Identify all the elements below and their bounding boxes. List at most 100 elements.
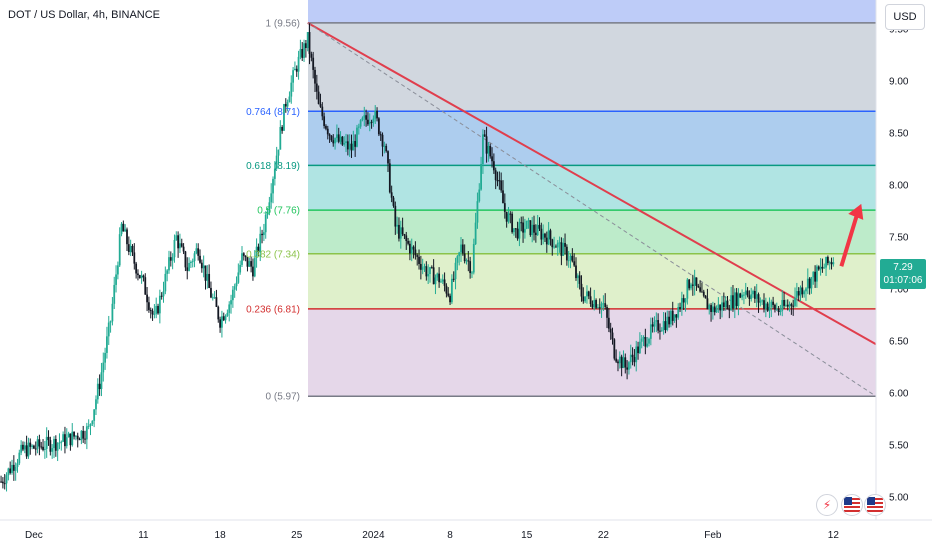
candle-body: [109, 321, 112, 323]
candle-body: [306, 32, 309, 49]
candles: [0, 23, 835, 492]
candle-body: [810, 277, 813, 289]
candle-body: [474, 222, 477, 245]
candle-body: [292, 70, 294, 83]
candle-body: [323, 116, 326, 126]
candle-body: [25, 445, 28, 457]
candle-body: [36, 439, 39, 449]
candle-body: [666, 316, 669, 330]
candle-body: [33, 445, 35, 449]
fib-level-label: 0.382 (7.34): [246, 249, 300, 260]
candle-body: [606, 307, 608, 318]
candle-body: [671, 310, 674, 321]
candle-body: [527, 220, 530, 222]
fib-level-label: 1 (9.56): [266, 18, 300, 29]
candle-body: [478, 189, 481, 202]
candle-body: [812, 271, 815, 278]
candle-body: [89, 424, 92, 426]
candle-body: [706, 298, 709, 310]
candle-body: [51, 448, 54, 452]
candle-body: [376, 110, 378, 119]
candle-body: [690, 284, 692, 289]
candle-body: [257, 246, 260, 253]
candle-body: [155, 305, 158, 314]
candle-body: [660, 330, 663, 332]
time-axis[interactable]: Dec 11 18 25 2024 8 15 22 Feb 12: [0, 519, 932, 541]
candle-body: [337, 134, 340, 142]
candle-body: [9, 468, 12, 473]
candle-body: [826, 256, 829, 264]
candle-body: [23, 445, 26, 450]
candle-body: [180, 243, 183, 247]
candle-body: [53, 439, 55, 449]
candle-body: [823, 267, 826, 269]
candle-body: [388, 163, 391, 193]
symbol-title[interactable]: DOT / US Dollar, 4h, BINANCE: [8, 9, 161, 21]
candle-body: [427, 274, 430, 277]
currency-button[interactable]: USD: [885, 4, 925, 30]
target-arrow[interactable]: [839, 213, 860, 267]
candle-body: [629, 354, 632, 363]
candle-body: [325, 125, 327, 129]
dashed-diagonal[interactable]: [307, 22, 877, 397]
candle-body: [591, 303, 594, 308]
candle-body: [624, 357, 627, 368]
candle-body: [620, 356, 623, 369]
candle-body: [283, 104, 285, 131]
candle-body: [279, 126, 282, 150]
candle-body: [82, 430, 85, 439]
candle-body: [418, 256, 420, 264]
candle-body: [586, 291, 588, 297]
candle-body: [410, 246, 413, 254]
candle-body: [514, 228, 517, 230]
candle-body: [633, 357, 636, 363]
candle-body: [361, 117, 364, 121]
candle-body: [0, 481, 2, 483]
candle-body: [525, 220, 528, 229]
candle-body: [595, 300, 597, 308]
candle-body: [153, 313, 156, 315]
candle-body: [545, 237, 548, 245]
candle-body: [682, 298, 685, 303]
candle-body: [222, 316, 225, 321]
candle-body: [759, 301, 762, 303]
us-flag-icon[interactable]: [864, 494, 886, 516]
candle-body: [719, 304, 722, 311]
candle-body: [179, 243, 181, 249]
lightning-icon[interactable]: ⚡: [816, 494, 838, 516]
candle-body: [828, 262, 831, 264]
candle-body: [795, 291, 798, 298]
trendline[interactable]: [307, 22, 877, 346]
time-tick-label: Dec: [25, 530, 43, 541]
candle-body: [80, 430, 83, 440]
candle-body: [775, 308, 778, 310]
candle-body: [107, 322, 110, 337]
candle-body: [551, 239, 554, 248]
candle-body: [224, 315, 227, 321]
candle-body: [127, 244, 130, 252]
time-tick-label: Feb: [704, 530, 722, 541]
candle-body: [675, 314, 678, 318]
time-tick-label: 12: [828, 530, 840, 541]
candle-body: [169, 257, 172, 261]
candle-body: [691, 284, 694, 286]
candle-body: [95, 399, 97, 410]
candle-body: [679, 307, 681, 309]
candle-body: [565, 246, 568, 261]
candle-body: [275, 155, 278, 169]
candle-body: [538, 224, 541, 229]
candle-body: [120, 223, 123, 235]
candle-body: [45, 436, 48, 449]
candle-body: [126, 229, 128, 245]
candle-body: [487, 145, 490, 154]
us-flag-icon[interactable]: [841, 494, 863, 516]
candle-body: [741, 294, 743, 298]
candle-body: [644, 337, 647, 347]
flag-graphic: [867, 497, 883, 513]
candle-body: [252, 266, 254, 277]
candle-body: [368, 121, 371, 125]
candle-body: [352, 140, 355, 151]
candle-body: [115, 274, 117, 285]
candle-body: [341, 136, 344, 145]
